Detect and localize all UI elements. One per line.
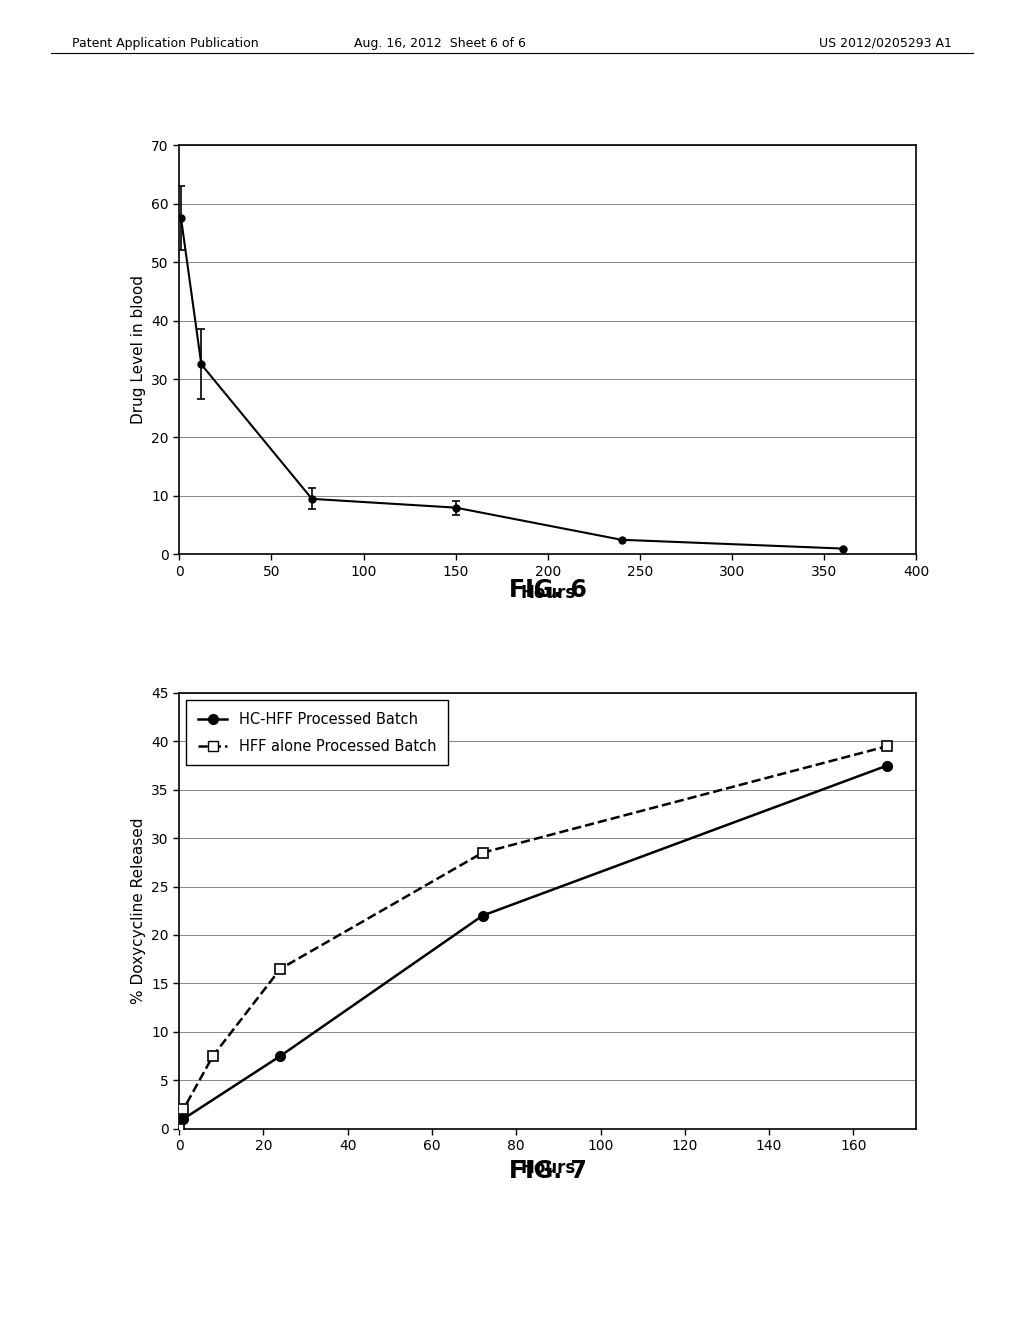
HFF alone Processed Batch [881,738,893,754]
Y-axis label: % Doxycycline Released: % Doxycycline Released [131,817,145,1005]
Text: Aug. 16, 2012  Sheet 6 of 6: Aug. 16, 2012 Sheet 6 of 6 [354,37,526,50]
Text: US 2012/0205293 A1: US 2012/0205293 A1 [819,37,952,50]
HFF alone Processed Batch [274,961,287,977]
Text: FIG. 7: FIG. 7 [509,1159,587,1183]
HC-HFF Processed Batch [476,908,488,924]
HFF alone Processed Batch [476,845,488,861]
HFF alone Processed Batch [177,1101,189,1117]
X-axis label: Hours: Hours [520,1159,575,1176]
X-axis label: Hours: Hours [520,585,575,602]
Line: HC-HFF Processed Batch: HC-HFF Processed Batch [174,760,892,1134]
Y-axis label: Drug Level in blood: Drug Level in blood [131,276,145,424]
Text: Patent Application Publication: Patent Application Publication [72,37,258,50]
Line: HFF alone Processed Batch: HFF alone Processed Batch [174,742,892,1134]
HC-HFF Processed Batch [173,1121,185,1137]
HC-HFF Processed Batch [177,1111,189,1127]
Legend: HC-HFF Processed Batch, HFF alone Processed Batch: HC-HFF Processed Batch, HFF alone Proces… [186,701,449,766]
HFF alone Processed Batch [207,1048,219,1064]
Text: FIG. 6: FIG. 6 [509,578,587,602]
HC-HFF Processed Batch [274,1048,287,1064]
HC-HFF Processed Batch [881,758,893,774]
HFF alone Processed Batch [173,1121,185,1137]
